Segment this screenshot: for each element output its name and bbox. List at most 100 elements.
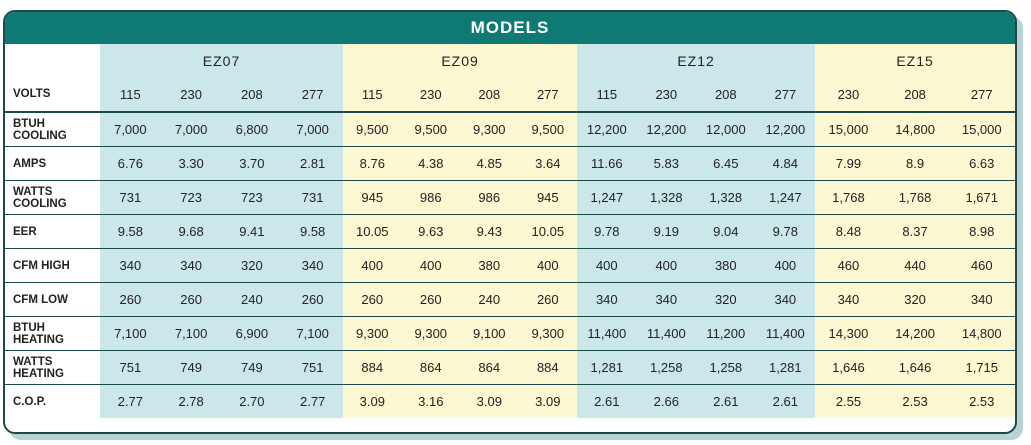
volts-cell: 208 xyxy=(221,77,283,113)
value-cell: 400 xyxy=(343,248,402,283)
value-cell: 380 xyxy=(460,248,519,283)
value-cell: 884 xyxy=(343,350,402,385)
model-header: EZ07 xyxy=(100,44,344,77)
row-label: BTUH HEATING xyxy=(5,316,100,351)
value-cell: 9,300 xyxy=(518,316,578,351)
value-cell: 260 xyxy=(160,282,222,317)
value-cell: 9.63 xyxy=(401,214,461,249)
value-cell: 11,400 xyxy=(636,316,697,351)
value-cell: 3.64 xyxy=(518,146,578,181)
value-cell: 9,300 xyxy=(460,112,519,147)
value-cell: 9.04 xyxy=(696,214,756,249)
table-row: EER 9.58 9.68 9.41 9.58 10.05 9.63 9.43 10.05 9.7… xyxy=(5,214,1015,249)
value-cell: 14,800 xyxy=(881,112,949,147)
table-row: BTUH HEATING 7,100 7,100 6,900 7,100 9,300 9,3… xyxy=(5,316,1015,351)
value-cell: 320 xyxy=(696,282,756,317)
value-cell: 400 xyxy=(518,248,578,283)
row-label: WATTS HEATING xyxy=(5,350,100,385)
value-cell: 1,281 xyxy=(755,350,816,385)
value-cell: 3.09 xyxy=(460,384,519,418)
volts-cell: 277 xyxy=(282,77,344,113)
value-cell: 731 xyxy=(282,180,344,215)
table-row: WATTS COOLING 731 723 723 731 945 986 986 945 1,2… xyxy=(5,180,1015,215)
value-cell: 340 xyxy=(636,282,697,317)
value-cell: 15,000 xyxy=(948,112,1015,147)
value-cell: 749 xyxy=(160,350,222,385)
value-cell: 9,500 xyxy=(518,112,578,147)
volts-cell: 230 xyxy=(636,77,697,113)
value-cell: 380 xyxy=(696,248,756,283)
table-row: CFM HIGH 340 340 320 340 400 400 380 400 400 400 38… xyxy=(5,248,1015,283)
value-cell: 3.09 xyxy=(343,384,402,418)
value-cell: 2.61 xyxy=(755,384,816,418)
value-cell: 986 xyxy=(401,180,461,215)
value-cell: 864 xyxy=(401,350,461,385)
volts-cell: 277 xyxy=(948,77,1015,113)
value-cell: 12,000 xyxy=(696,112,756,147)
row-label: CFM LOW xyxy=(5,282,100,317)
value-cell: 12,200 xyxy=(755,112,816,147)
value-cell: 400 xyxy=(401,248,461,283)
value-cell: 9.78 xyxy=(577,214,637,249)
value-cell: 749 xyxy=(221,350,283,385)
value-cell: 14,300 xyxy=(815,316,882,351)
value-cell: 320 xyxy=(881,282,949,317)
value-cell: 1,258 xyxy=(696,350,756,385)
volts-cell: 208 xyxy=(460,77,519,113)
value-cell: 6.45 xyxy=(696,146,756,181)
value-cell: 11,400 xyxy=(577,316,637,351)
value-cell: 2.61 xyxy=(696,384,756,418)
value-cell: 12,200 xyxy=(636,112,697,147)
volts-cell: 277 xyxy=(755,77,816,113)
value-cell: 6,900 xyxy=(221,316,283,351)
value-cell: 7,000 xyxy=(282,112,344,147)
spec-table: EZ07 EZ09 EZ12 EZ15 VOLTS 115 230 208 277 115 230 2… xyxy=(5,44,1015,418)
value-cell: 1,281 xyxy=(577,350,637,385)
value-cell: 1,247 xyxy=(755,180,816,215)
value-cell: 7,100 xyxy=(100,316,161,351)
value-cell: 7.99 xyxy=(815,146,882,181)
value-cell: 9.68 xyxy=(160,214,222,249)
value-cell: 1,768 xyxy=(815,180,882,215)
value-cell: 8.48 xyxy=(815,214,882,249)
value-cell: 6.63 xyxy=(948,146,1015,181)
spec-table-frame: MODELS EZ07 EZ09 EZ12 EZ15 VOLTS 115 230 208 277… xyxy=(3,10,1017,434)
value-cell: 9.78 xyxy=(755,214,816,249)
value-cell: 1,671 xyxy=(948,180,1015,215)
value-cell: 340 xyxy=(815,282,882,317)
value-cell: 9.41 xyxy=(221,214,283,249)
table-title: MODELS xyxy=(5,12,1015,44)
volts-cell: 208 xyxy=(881,77,949,113)
model-header: EZ15 xyxy=(815,44,1015,77)
value-cell: 10.05 xyxy=(518,214,578,249)
value-cell: 5.83 xyxy=(636,146,697,181)
value-cell: 260 xyxy=(343,282,402,317)
volts-cell: 115 xyxy=(100,77,161,113)
value-cell: 8.76 xyxy=(343,146,402,181)
value-cell: 10.05 xyxy=(343,214,402,249)
value-cell: 340 xyxy=(100,248,161,283)
value-cell: 4.38 xyxy=(401,146,461,181)
value-cell: 11,400 xyxy=(755,316,816,351)
row-label: C.O.P. xyxy=(13,395,47,408)
value-cell: 1,247 xyxy=(577,180,637,215)
value-cell: 945 xyxy=(343,180,402,215)
value-cell: 2.55 xyxy=(815,384,882,418)
value-cell: 340 xyxy=(282,248,344,283)
value-cell: 12,200 xyxy=(577,112,637,147)
row-label: BTUH COOLING xyxy=(5,112,100,147)
value-cell: 8.9 xyxy=(881,146,949,181)
value-cell: 751 xyxy=(100,350,161,385)
row-label: EER xyxy=(5,214,100,249)
value-cell: 2.77 xyxy=(100,384,161,418)
table-row: CFM LOW 260 260 240 260 260 260 240 260 340 340 320… xyxy=(5,282,1015,317)
value-cell: 2.53 xyxy=(948,384,1015,418)
value-cell: 460 xyxy=(815,248,882,283)
value-cell: 440 xyxy=(881,248,949,283)
value-cell: 3.16 xyxy=(401,384,461,418)
value-cell: 7,100 xyxy=(160,316,222,351)
value-cell: 1,328 xyxy=(696,180,756,215)
value-cell: 9,300 xyxy=(401,316,461,351)
volts-cell: 115 xyxy=(343,77,402,113)
value-cell: 400 xyxy=(577,248,637,283)
